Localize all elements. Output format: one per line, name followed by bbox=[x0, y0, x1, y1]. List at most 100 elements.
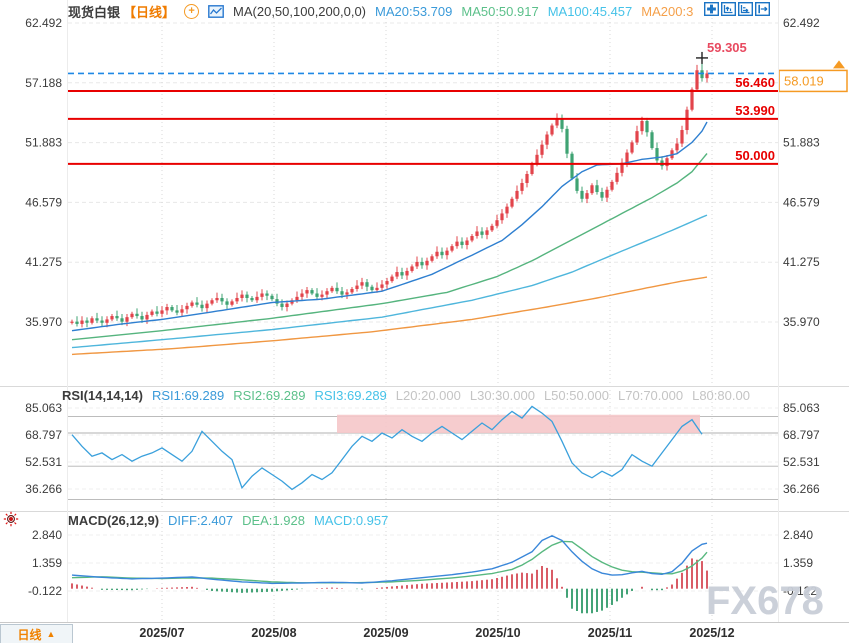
macd-axis-label: -0.122 bbox=[783, 584, 817, 598]
candle-body bbox=[600, 192, 604, 198]
candle-body bbox=[420, 261, 424, 266]
candle-body bbox=[625, 152, 629, 163]
candle-body bbox=[85, 320, 89, 323]
candle-body bbox=[105, 319, 109, 323]
ma20-value: MA20:53.709 bbox=[375, 4, 453, 19]
candle-body bbox=[560, 118, 564, 129]
macd-axis-label: 2.840 bbox=[32, 528, 62, 542]
candle-body bbox=[290, 300, 294, 304]
rsi-line bbox=[71, 405, 703, 491]
candle-body bbox=[225, 301, 229, 305]
candle-body bbox=[400, 272, 404, 276]
ma50-line bbox=[71, 153, 708, 341]
ma200-value: MA200:3 bbox=[641, 4, 694, 19]
candle-body bbox=[235, 297, 239, 302]
candle-body bbox=[405, 270, 409, 276]
month-label: 2025/10 bbox=[475, 626, 520, 640]
candle-body bbox=[640, 120, 644, 132]
ma200-line bbox=[71, 276, 708, 356]
candle-body bbox=[75, 321, 79, 324]
macd-diff-value: DIFF:2.407 bbox=[168, 513, 234, 528]
add-indicator-icon[interactable]: + bbox=[184, 4, 200, 19]
candle-body bbox=[390, 276, 394, 282]
candle-body bbox=[310, 290, 314, 294]
month-label: 2025/08 bbox=[251, 626, 296, 640]
candle-body bbox=[595, 185, 599, 193]
candle-body bbox=[440, 251, 444, 256]
ma50-value: MA50:50.917 bbox=[461, 4, 539, 19]
macd-value: MACD:0.957 bbox=[313, 513, 389, 528]
ma100-line bbox=[71, 214, 708, 349]
ma-chart-icon bbox=[208, 5, 224, 18]
candle-body bbox=[355, 285, 359, 289]
fit-vertical-axis-icon[interactable] bbox=[721, 2, 736, 16]
candle-body bbox=[265, 293, 269, 296]
price-axis-label: 62.492 bbox=[25, 16, 62, 30]
candle-body bbox=[565, 128, 569, 154]
rsi-axis-label: 52.531 bbox=[25, 455, 62, 469]
macd-diff-line bbox=[71, 535, 708, 585]
candle-body bbox=[510, 198, 514, 207]
month-label: 2025/12 bbox=[689, 626, 734, 640]
candle-body bbox=[250, 297, 254, 301]
candle-body bbox=[315, 293, 319, 297]
fit-horizontal-axis-icon[interactable] bbox=[738, 2, 753, 16]
indicator-settings-icon[interactable] bbox=[3, 511, 19, 532]
candle-body bbox=[430, 256, 434, 261]
level-label: 56.460 bbox=[735, 75, 775, 90]
ma100-value: MA100:45.457 bbox=[547, 4, 633, 19]
candle-body bbox=[610, 181, 614, 190]
candle-body bbox=[195, 302, 199, 305]
period-selector[interactable]: 日线 ▲ bbox=[0, 624, 73, 643]
candle-body bbox=[100, 320, 104, 323]
month-label: 2025/09 bbox=[363, 626, 408, 640]
price-axis-label: 35.970 bbox=[783, 315, 820, 329]
candle-body bbox=[190, 302, 194, 306]
scroll-to-latest-icon[interactable] bbox=[755, 2, 770, 16]
instrument-title: 现货白银 bbox=[68, 5, 121, 20]
rsi-l30-label: L30:30.000 bbox=[469, 388, 535, 403]
period-up-triangle-icon: ▲ bbox=[46, 629, 56, 639]
macd-axis-label: -0.122 bbox=[28, 584, 62, 598]
rsi-name: RSI(14,14,14) bbox=[62, 388, 143, 403]
candle-body bbox=[525, 173, 529, 184]
candle-body bbox=[295, 296, 299, 301]
candle-body bbox=[145, 314, 149, 320]
candle-body bbox=[345, 292, 349, 295]
rsi-axis-label: 36.266 bbox=[783, 482, 820, 496]
candle-body bbox=[675, 143, 679, 151]
candle-body bbox=[200, 304, 204, 309]
candle-body bbox=[435, 251, 439, 257]
candle-body bbox=[480, 231, 484, 235]
candle-body bbox=[360, 282, 364, 286]
candle-body bbox=[180, 309, 184, 313]
candle-body bbox=[320, 294, 324, 297]
rsi1-value: RSI1:69.289 bbox=[151, 388, 225, 403]
candle-body bbox=[605, 189, 609, 198]
candle-body bbox=[230, 301, 234, 305]
candle-body bbox=[705, 73, 709, 79]
price-axis-label: 41.275 bbox=[25, 255, 62, 269]
candle-body bbox=[135, 313, 139, 317]
crosshair-move-icon[interactable] bbox=[704, 2, 719, 16]
candle-body bbox=[305, 290, 309, 294]
candle-body bbox=[115, 316, 119, 319]
candle-body bbox=[110, 316, 114, 320]
month-label: 2025/07 bbox=[139, 626, 184, 640]
candle-body bbox=[280, 303, 284, 308]
candle-body bbox=[170, 307, 174, 311]
candle-body bbox=[630, 142, 634, 153]
candle-body bbox=[120, 318, 124, 322]
candle-body bbox=[255, 296, 259, 301]
candle-body bbox=[580, 190, 584, 199]
candle-body bbox=[490, 225, 494, 231]
candle-body bbox=[465, 240, 469, 246]
candle-body bbox=[90, 318, 94, 323]
candle-body bbox=[520, 183, 524, 191]
candle-body bbox=[635, 131, 639, 143]
rsi-axis-label: 36.266 bbox=[25, 482, 62, 496]
candle-body bbox=[575, 178, 579, 191]
price-up-arrow-icon bbox=[833, 60, 845, 69]
